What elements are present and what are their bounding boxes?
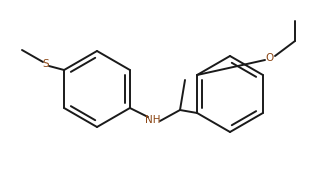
Text: O: O [266,53,274,63]
Text: NH: NH [145,115,161,125]
Text: S: S [43,59,49,69]
